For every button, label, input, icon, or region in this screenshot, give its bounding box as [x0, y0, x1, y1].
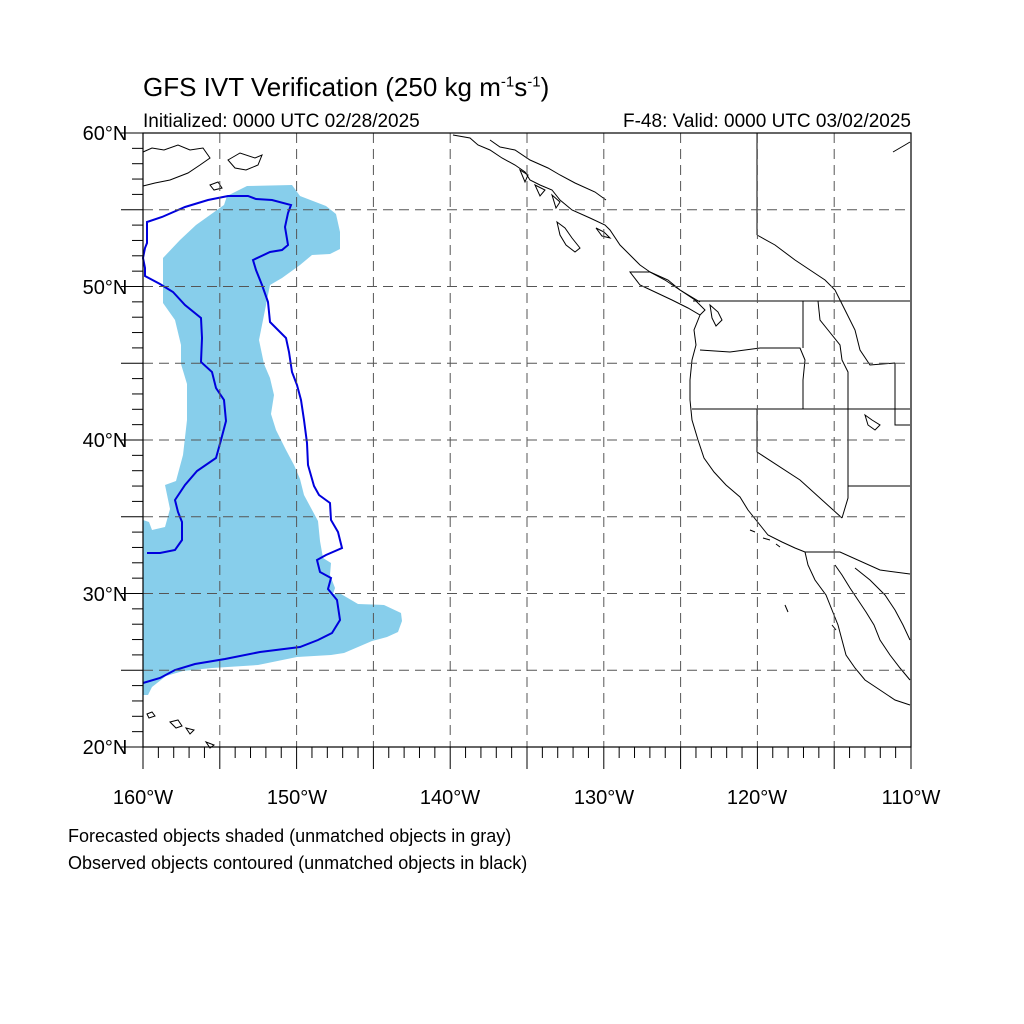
init-time: Initialized: 0000 UTC 02/28/2025: [143, 111, 420, 132]
valid-time: F-48: Valid: 0000 UTC 03/02/2025: [623, 111, 911, 132]
lat-label-40: 40°N: [83, 430, 128, 452]
lat-label-60: 60°N: [83, 123, 128, 145]
plot-title: GFS IVT Verification (250 kg m-1s-1): [143, 72, 550, 102]
lat-label-30: 30°N: [83, 584, 128, 606]
lon-label-160w: 160°W: [113, 787, 173, 809]
note-observed: Observed objects contoured (unmatched ob…: [68, 853, 528, 873]
lon-label-110w: 110°W: [882, 787, 941, 809]
axis-ticks: [121, 132, 912, 769]
lon-label-120w: 120°W: [727, 787, 787, 809]
observed-contour: [141, 195, 344, 684]
lon-label-140w: 140°W: [420, 787, 480, 809]
lon-label-150w: 150°W: [267, 787, 327, 809]
lat-label-50: 50°N: [83, 277, 128, 299]
note-forecast: Forecasted objects shaded (unmatched obj…: [68, 826, 512, 846]
lon-label-130w: 130°W: [574, 787, 634, 809]
coastlines: [142, 134, 911, 749]
lat-label-20: 20°N: [83, 737, 128, 759]
borders: [692, 133, 911, 575]
graticule: [143, 133, 911, 747]
map-frame: [142, 132, 912, 748]
